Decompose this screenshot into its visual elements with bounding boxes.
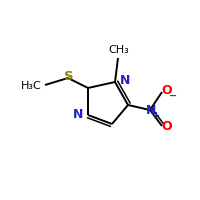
Text: O: O	[162, 119, 172, 132]
Text: CH₃: CH₃	[109, 45, 129, 55]
Text: N: N	[73, 108, 83, 121]
Text: N: N	[120, 73, 130, 86]
Text: +: +	[153, 110, 160, 119]
Text: H₃C: H₃C	[21, 81, 42, 91]
Text: N: N	[146, 104, 156, 116]
Text: S: S	[64, 71, 74, 84]
Text: −: −	[169, 91, 177, 101]
Text: O: O	[162, 84, 172, 98]
